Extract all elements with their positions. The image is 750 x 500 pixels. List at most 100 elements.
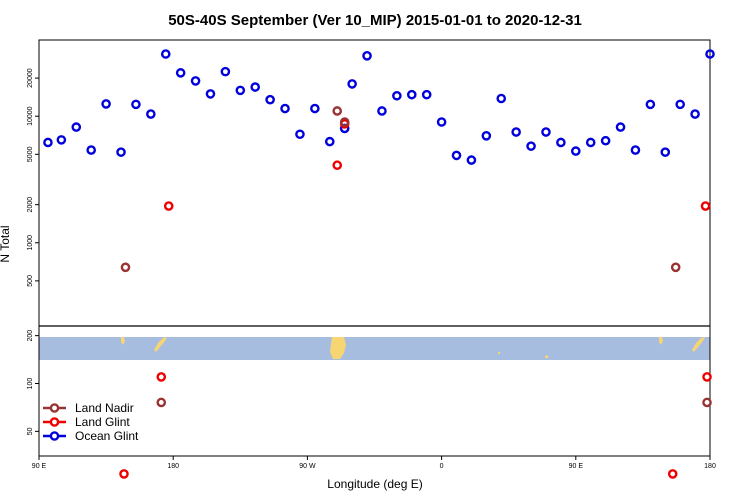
x-axis-label: Longitude (deg E) bbox=[327, 477, 422, 491]
legend-entry: Land Glint bbox=[43, 415, 130, 429]
map-land-patch bbox=[154, 337, 167, 352]
upper-land-nadir-point bbox=[120, 262, 131, 273]
upper-ocean-glint-point bbox=[481, 131, 492, 141]
upper-ocean-glint-point bbox=[131, 99, 141, 110]
x-axis: 90 E 180 90 W 0 90 E 180 bbox=[32, 456, 716, 470]
upper-ocean-glint-point bbox=[675, 99, 685, 110]
legend-label: Land Glint bbox=[75, 415, 130, 429]
lower-land-glint-point bbox=[119, 469, 129, 479]
upper-ocean-glint-point bbox=[280, 103, 290, 114]
upper-ocean-glint-point bbox=[556, 137, 566, 148]
y-tick-label: 50 bbox=[27, 427, 34, 435]
upper-ocean-glint-point bbox=[324, 136, 335, 147]
upper-ocean-glint-point bbox=[645, 99, 656, 110]
upper-ocean-glint-point bbox=[377, 106, 387, 116]
map-land-patch bbox=[330, 337, 346, 359]
upper-ocean-glint-point bbox=[421, 89, 432, 100]
upper-ocean-glint-point bbox=[43, 137, 53, 148]
map-land-patch bbox=[545, 355, 548, 358]
upper-ocean-glint-point bbox=[160, 49, 171, 59]
upper-land-nadir-point bbox=[670, 262, 681, 273]
plot-frame bbox=[38, 39, 711, 457]
upper-ocean-glint-point bbox=[496, 93, 507, 104]
upper-ocean-glint-point bbox=[392, 90, 402, 101]
y-axis-label: N Total bbox=[0, 225, 12, 262]
upper-ocean-glint-point bbox=[541, 127, 551, 137]
x-tick-label: 0 bbox=[440, 463, 444, 470]
upper-land-glint-point bbox=[700, 201, 711, 211]
upper-ocean-glint-point bbox=[630, 145, 641, 155]
upper-ocean-glint-point bbox=[466, 155, 477, 165]
y-tick-label: 1000 bbox=[27, 235, 34, 251]
upper-ocean-glint-point bbox=[190, 76, 201, 86]
upper-ocean-glint-point bbox=[116, 147, 126, 157]
upper-ocean-glint-point bbox=[585, 137, 596, 148]
y-tick-label: 20000 bbox=[27, 68, 34, 88]
upper-ocean-glint-point bbox=[615, 122, 626, 132]
upper-ocean-glint-point bbox=[406, 89, 417, 100]
lower-land-nadir-point bbox=[156, 397, 167, 408]
upper-ocean-glint-point bbox=[265, 94, 275, 105]
y-tick-label: 500 bbox=[27, 275, 34, 287]
upper-land-nadir-point bbox=[332, 106, 343, 116]
legend-marker bbox=[49, 417, 60, 427]
lower-y-axis: 50 100 200 bbox=[27, 330, 39, 435]
x-tick-label: 180 bbox=[167, 463, 179, 470]
map-land-patch bbox=[692, 337, 705, 352]
upper-land-glint-point bbox=[163, 201, 174, 211]
upper-ocean-glint-point bbox=[310, 103, 320, 114]
map-land-patch bbox=[659, 337, 663, 345]
map-ocean-band bbox=[39, 337, 710, 360]
chart-title: 50S-40S September (Ver 10_MIP) 2015-01-0… bbox=[168, 12, 582, 29]
lower-land-nadir-point bbox=[702, 397, 712, 408]
upper-ocean-glint-point bbox=[690, 109, 700, 119]
upper-ocean-glint-point bbox=[295, 129, 305, 140]
upper-ocean-glint-point bbox=[71, 122, 82, 132]
x-tick-label: 90 E bbox=[569, 463, 584, 470]
y-tick-label: 10000 bbox=[27, 106, 34, 126]
map-land-patch bbox=[498, 352, 500, 354]
upper-ocean-glint-point bbox=[250, 82, 261, 92]
upper-ocean-glint-point bbox=[146, 109, 156, 119]
upper-ocean-glint-point bbox=[526, 141, 536, 151]
upper-ocean-glint-point bbox=[205, 89, 216, 99]
y-tick-label: 5000 bbox=[27, 146, 34, 162]
legend-label: Land Nadir bbox=[75, 401, 134, 415]
upper-ocean-glint-point bbox=[600, 135, 611, 146]
upper-ocean-glint-point bbox=[660, 147, 671, 157]
upper-ocean-glint-point bbox=[101, 99, 111, 109]
legend-entry: Land Nadir bbox=[43, 401, 134, 415]
x-tick-label: 90 E bbox=[32, 463, 47, 470]
upper-ocean-glint-point bbox=[511, 127, 521, 137]
y-tick-label: 100 bbox=[27, 378, 34, 390]
upper-land-glint-point bbox=[332, 160, 343, 171]
upper-ocean-glint-point bbox=[175, 68, 186, 78]
upper-ocean-glint-point bbox=[571, 146, 581, 156]
legend-label: Ocean Glint bbox=[75, 429, 139, 443]
upper-ocean-glint-point bbox=[362, 51, 372, 61]
upper-ocean-glint-point bbox=[436, 117, 447, 127]
map-strip bbox=[39, 337, 710, 360]
x-tick-label: 180 bbox=[704, 463, 716, 470]
upper-ocean-glint-point bbox=[451, 150, 462, 161]
lower-land-glint-point bbox=[702, 372, 712, 382]
legend-marker bbox=[49, 403, 60, 413]
upper-land-nadir-point bbox=[339, 117, 350, 127]
legend-entry: Ocean Glint bbox=[43, 429, 139, 443]
y-tick-label: 200 bbox=[27, 330, 34, 342]
lower-land-glint-point bbox=[156, 372, 167, 382]
y-tick-label: 2000 bbox=[27, 197, 34, 213]
upper-ocean-glint-point bbox=[56, 135, 67, 145]
x-tick-label: 90 W bbox=[299, 463, 316, 470]
upper-ocean-glint-point bbox=[86, 145, 96, 155]
upper-y-axis: 500 1000 2000 5000 10000 20000 bbox=[27, 68, 39, 287]
legend-marker bbox=[49, 431, 60, 441]
upper-ocean-glint-point bbox=[235, 85, 246, 96]
upper-ocean-glint-point bbox=[220, 66, 231, 77]
lower-land-glint-point bbox=[667, 469, 678, 479]
map-land-patch bbox=[121, 337, 125, 345]
upper-ocean-glint-point bbox=[705, 49, 715, 59]
data-points bbox=[43, 49, 715, 479]
